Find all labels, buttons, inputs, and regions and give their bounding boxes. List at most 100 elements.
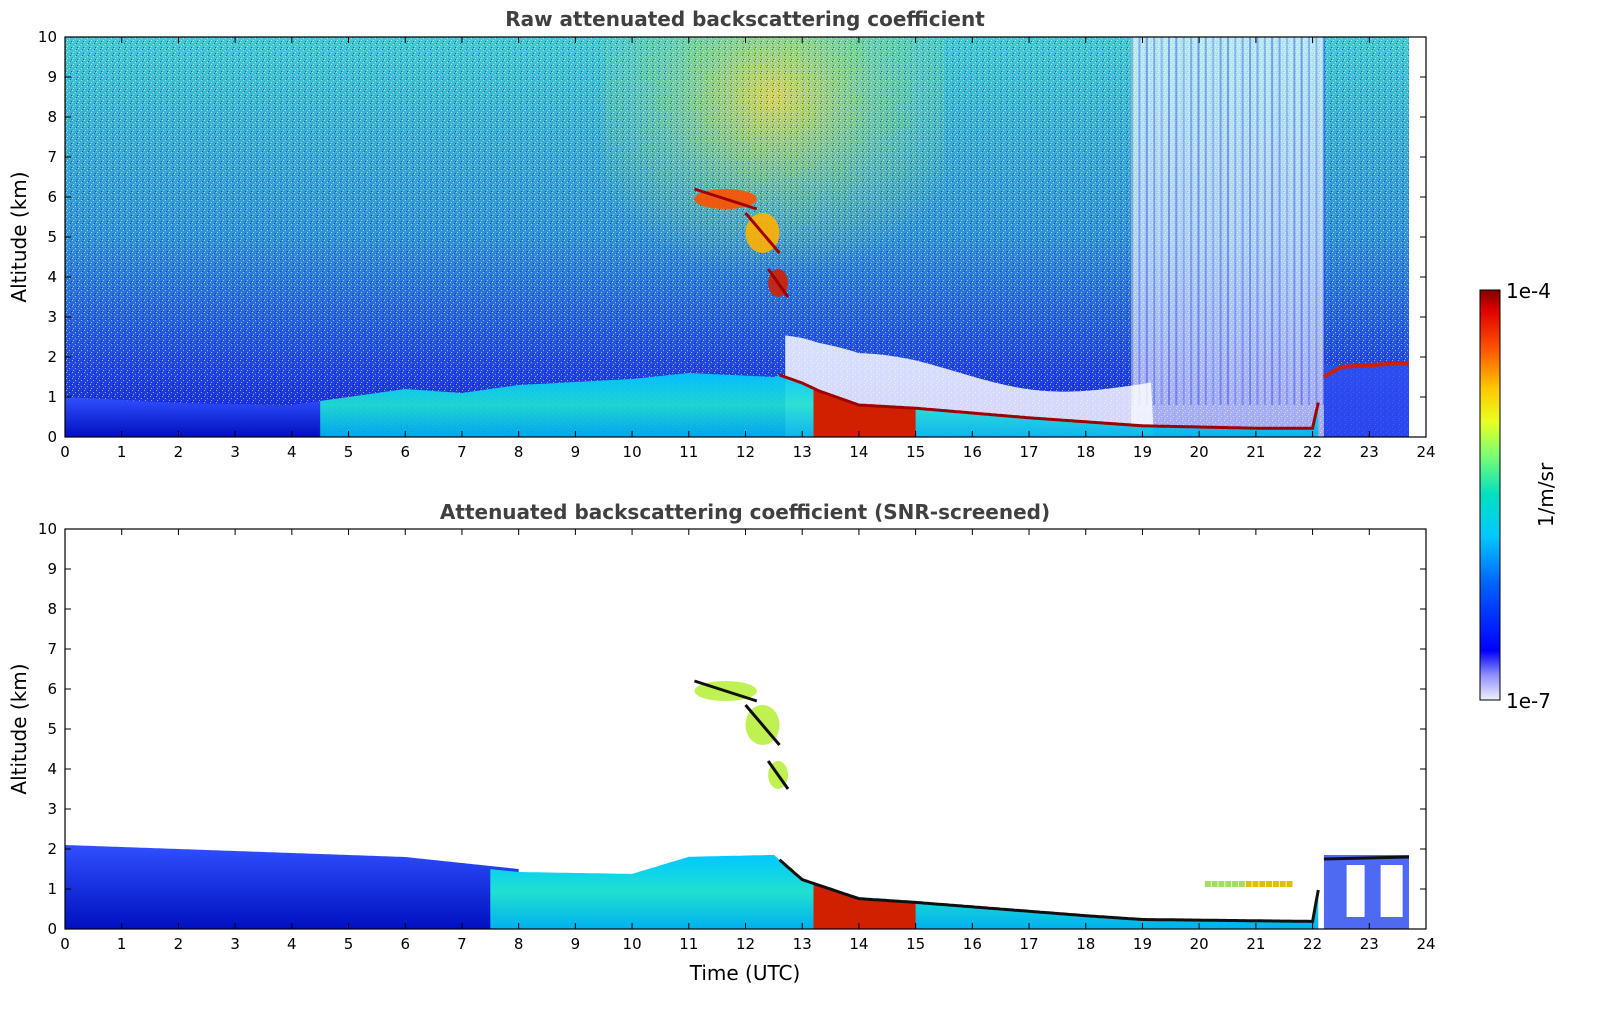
x-tick-label: 15 (906, 935, 925, 953)
x-tick-label: 0 (60, 935, 70, 953)
x-tick-label: 14 (849, 935, 868, 953)
panel-screened: Attenuated backscattering coefficient (S… (7, 500, 1436, 985)
x-tick-label: 1 (117, 443, 127, 461)
x-tick-label: 12 (736, 443, 755, 461)
y-tick-label: 0 (47, 920, 57, 938)
y-tick-label: 9 (47, 560, 57, 578)
panel-raw-y-ticks: 0 1 2 3 4 5 6 7 8 9 10 (38, 28, 1426, 446)
screened-nocturnal-layer (65, 845, 519, 929)
panel-raw-ylabel: Altitude (km) (7, 171, 31, 302)
colorbar-unit-label: 1/m/sr (1534, 462, 1558, 527)
panel-screened-xlabel: Time (UTC) (689, 961, 801, 985)
x-tick-label: 13 (793, 935, 812, 953)
x-tick-label: 20 (1190, 443, 1209, 461)
x-tick-label: 0 (60, 443, 70, 461)
cirrus-core (694, 187, 758, 211)
x-tick-label: 22 (1303, 443, 1322, 461)
x-tick-label: 6 (400, 935, 410, 953)
y-tick-label: 7 (47, 640, 57, 658)
raw-strong-layer (813, 389, 916, 437)
y-tick-label: 0 (47, 428, 57, 446)
x-tick-label: 23 (1360, 935, 1379, 953)
x-tick-label: 7 (457, 935, 467, 953)
y-tick-label: 1 (47, 880, 57, 898)
panel-raw-title: Raw attenuated backscattering coefficien… (505, 7, 985, 31)
x-tick-label: 17 (1019, 935, 1038, 953)
panel-screened-ylabel: Altitude (km) (7, 663, 31, 794)
y-tick-label: 8 (47, 108, 57, 126)
x-tick-label: 24 (1416, 935, 1435, 953)
y-tick-label: 8 (47, 600, 57, 618)
colorbar-min-label: 1e-7 (1506, 689, 1551, 713)
screened-cirrus (694, 679, 790, 790)
screened-boundary-layer (490, 854, 1319, 929)
x-tick-label: 18 (1076, 935, 1095, 953)
cirrus-core (766, 268, 790, 298)
y-tick-label: 1 (47, 388, 57, 406)
raw-no-data-region (1408, 37, 1426, 437)
colorbar-max-label: 1e-4 (1506, 279, 1551, 303)
x-tick-label: 12 (736, 935, 755, 953)
x-tick-label: 3 (230, 935, 240, 953)
y-tick-label: 2 (47, 840, 57, 858)
screened-layer-top-line (778, 858, 1320, 923)
x-tick-label: 23 (1360, 443, 1379, 461)
x-tick-label: 13 (793, 443, 812, 461)
y-tick-label: 10 (38, 28, 57, 46)
panel-screened-x-ticks: 0 1 2 3 4 5 6 7 8 9 10 11 12 13 14 15 16 17 18 19 20 21 22 23 24 (60, 529, 1436, 953)
x-tick-label: 10 (623, 935, 642, 953)
y-tick-label: 6 (47, 188, 57, 206)
x-tick-label: 3 (230, 443, 240, 461)
y-tick-label: 4 (47, 760, 57, 778)
x-tick-label: 19 (1133, 443, 1152, 461)
x-tick-label: 16 (963, 443, 982, 461)
colorbar-gradient (1479, 289, 1501, 701)
x-tick-label: 9 (571, 935, 581, 953)
x-tick-label: 10 (623, 443, 642, 461)
x-tick-label: 16 (963, 935, 982, 953)
y-tick-label: 9 (47, 68, 57, 86)
y-tick-label: 7 (47, 148, 57, 166)
x-tick-label: 2 (174, 443, 184, 461)
cirrus-core (744, 212, 781, 254)
x-tick-label: 15 (906, 443, 925, 461)
x-tick-label: 7 (457, 443, 467, 461)
x-tick-label: 22 (1303, 935, 1322, 953)
x-tick-label: 5 (344, 443, 354, 461)
panel-screened-title: Attenuated backscattering coefficient (S… (440, 500, 1050, 524)
y-tick-label: 10 (38, 520, 57, 538)
x-tick-label: 17 (1019, 443, 1038, 461)
x-tick-label: 8 (514, 935, 524, 953)
screened-late-cloud (1204, 855, 1410, 929)
cirrus-core (744, 704, 781, 746)
panel-screened-plot-area (65, 529, 1426, 929)
x-tick-label: 4 (287, 443, 297, 461)
y-tick-label: 2 (47, 348, 57, 366)
raw-late-cloud (1322, 361, 1410, 437)
x-tick-label: 11 (679, 935, 698, 953)
cirrus-core (766, 760, 790, 790)
x-tick-label: 24 (1416, 443, 1435, 461)
x-tick-label: 6 (400, 443, 410, 461)
x-tick-label: 19 (1133, 935, 1152, 953)
x-tick-label: 9 (571, 443, 581, 461)
y-tick-label: 5 (47, 228, 57, 246)
x-tick-label: 21 (1246, 443, 1265, 461)
y-tick-label: 3 (47, 308, 57, 326)
y-tick-label: 5 (47, 720, 57, 738)
x-tick-label: 14 (849, 443, 868, 461)
raw-cirrus (694, 187, 790, 298)
y-tick-label: 6 (47, 680, 57, 698)
screened-strong-layer (813, 883, 916, 929)
x-tick-label: 21 (1246, 935, 1265, 953)
x-tick-label: 8 (514, 443, 524, 461)
x-tick-label: 1 (117, 935, 127, 953)
raw-low-signal-columns (1131, 37, 1325, 437)
x-tick-label: 11 (679, 443, 698, 461)
y-tick-label: 4 (47, 268, 57, 286)
y-tick-label: 3 (47, 800, 57, 818)
x-tick-label: 20 (1190, 935, 1209, 953)
x-tick-label: 18 (1076, 443, 1095, 461)
cirrus-core (694, 679, 758, 703)
